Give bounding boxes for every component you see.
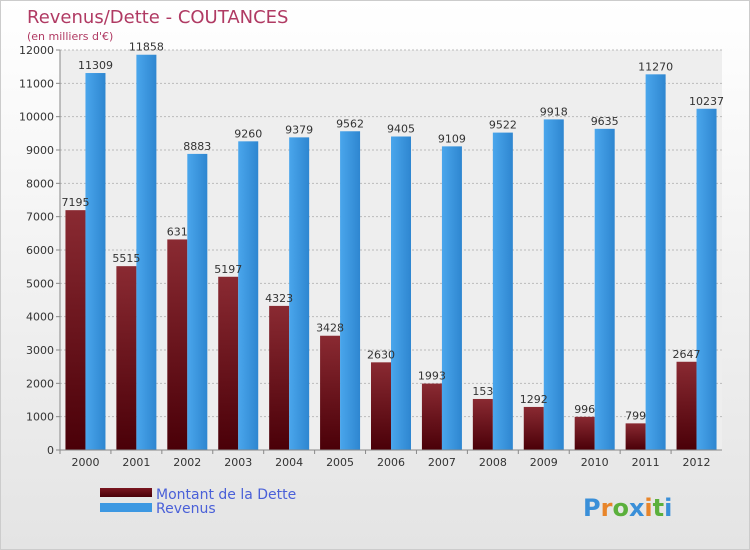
data-label-dette-2012: 2647 — [673, 348, 701, 361]
data-label-dette-2004: 4323 — [265, 292, 293, 305]
y-tick-label: 8000 — [26, 177, 54, 190]
data-label-dette-2005: 3428 — [316, 322, 344, 335]
bar-revenus-2000 — [85, 73, 106, 451]
data-label-revenus-2001: 11858 — [129, 41, 164, 54]
x-tick-label: 2004 — [275, 456, 303, 469]
legend: Montant de la Dette Revenus — [100, 487, 296, 517]
data-label-revenus-2012: 10237 — [689, 95, 724, 108]
data-label-dette-2008: 153 — [472, 385, 493, 398]
data-label-revenus-2000: 11309 — [78, 59, 113, 72]
x-tick-label: 2012 — [683, 456, 711, 469]
logo-text: Proxiti — [583, 494, 672, 522]
chart-title: Revenus/Dette - COUTANCES — [27, 7, 288, 28]
data-label-revenus-2008: 9522 — [489, 119, 517, 132]
x-tick-label: 2003 — [224, 456, 252, 469]
x-tick-label: 2007 — [428, 456, 456, 469]
x-axis-ticks: 2000 2001 2002 2003 2004 2005 2006 2007 2008 2009… — [59, 450, 711, 469]
data-label-revenus-2009: 9918 — [540, 105, 568, 118]
x-tick-label: 2010 — [581, 456, 609, 469]
y-tick-label: 2000 — [26, 377, 54, 390]
data-label-dette-2000: 7195 — [61, 196, 89, 209]
x-tick-label: 2006 — [377, 456, 405, 469]
bar-dette-2005 — [320, 335, 341, 450]
y-tick-label: 6000 — [26, 244, 54, 257]
bars — [65, 54, 717, 451]
bar-dette-2009 — [523, 406, 544, 450]
bar-dette-2006 — [371, 362, 391, 450]
y-tick-label: 4000 — [26, 311, 54, 324]
data-label-dette-2001: 5515 — [112, 252, 140, 265]
legend-label-dette: Montant de la Dette — [156, 487, 296, 503]
bar-revenus-2010 — [594, 128, 615, 451]
legend-swatch-revenus — [100, 503, 152, 512]
data-label-revenus-2007: 9109 — [438, 132, 466, 145]
legend-swatch-dette — [100, 488, 152, 497]
x-tick-label: 2002 — [173, 456, 201, 469]
y-tick-label: 9000 — [26, 144, 54, 157]
bar-dette-2002 — [167, 239, 188, 450]
y-tick-label: 0 — [47, 444, 54, 457]
bar-revenus-2006 — [391, 136, 411, 450]
x-tick-label: 2008 — [479, 456, 507, 469]
bar-dette-2001 — [116, 266, 137, 450]
bar-dette-2000 — [65, 210, 86, 450]
x-tick-label: 2009 — [530, 456, 558, 469]
data-label-dette-2006: 2630 — [367, 348, 395, 361]
legend-label-revenus: Revenus — [156, 501, 216, 517]
y-tick-label: 7000 — [26, 211, 54, 224]
bar-revenus-2012 — [696, 108, 717, 451]
x-tick-label: 2005 — [326, 456, 354, 469]
data-label-dette-2003: 5197 — [214, 263, 242, 276]
data-label-revenus-2010: 9635 — [591, 115, 619, 128]
data-label-dette-2007: 1993 — [418, 370, 446, 383]
bar-dette-2008 — [472, 398, 493, 450]
data-label-revenus-2011: 11270 — [638, 60, 673, 73]
bar-revenus-2002 — [187, 153, 208, 450]
x-tick-label: 2011 — [632, 456, 660, 469]
y-tick-label: 3000 — [26, 344, 54, 357]
bar-revenus-2004 — [289, 137, 310, 450]
data-label-dette-2011: 799 — [625, 409, 646, 422]
bar-revenus-2005 — [340, 131, 361, 450]
data-label-dette-2009: 1292 — [520, 393, 548, 406]
y-tick-label: 10000 — [19, 111, 54, 124]
bar-revenus-2011 — [645, 74, 666, 450]
data-label-revenus-2004: 9379 — [285, 123, 313, 136]
bar-dette-2003 — [218, 276, 239, 450]
proxiti-logo: Proxiti — [583, 494, 672, 522]
y-axis-ticks: 0 1000 2000 3000 4000 5000 6000 7000 8000 9000 100… — [19, 44, 60, 457]
bar-dette-2010 — [574, 416, 595, 450]
bar-revenus-2008 — [492, 132, 513, 450]
x-tick-label: 2000 — [71, 456, 99, 469]
data-label-revenus-2002: 8883 — [183, 140, 211, 153]
chart-subtitle: (en milliers d'€) — [27, 30, 113, 43]
bar-dette-2004 — [269, 305, 290, 450]
y-tick-label: 1000 — [26, 411, 54, 424]
bar-dette-2011 — [625, 423, 646, 450]
x-tick-label: 2001 — [122, 456, 150, 469]
y-tick-label: 5000 — [26, 277, 54, 290]
bar-revenus-2007 — [441, 146, 462, 450]
bar-dette-2007 — [421, 383, 442, 450]
data-label-dette-2010: 996 — [574, 403, 595, 416]
y-tick-label: 11000 — [19, 77, 54, 90]
y-tick-label: 12000 — [19, 44, 54, 57]
bar-revenus-2003 — [238, 141, 259, 451]
bar-dette-2012 — [676, 361, 697, 450]
data-labels: 7195 11309 5515 11858 631 8883 5197 9260 4323 937… — [61, 41, 724, 423]
data-label-dette-2002: 631 — [167, 225, 188, 238]
data-label-revenus-2006: 9405 — [387, 123, 415, 136]
data-label-revenus-2005: 9562 — [336, 117, 364, 130]
bar-revenus-2009 — [543, 119, 564, 451]
bar-revenus-2001 — [136, 54, 157, 450]
data-label-revenus-2003: 9260 — [234, 127, 262, 140]
